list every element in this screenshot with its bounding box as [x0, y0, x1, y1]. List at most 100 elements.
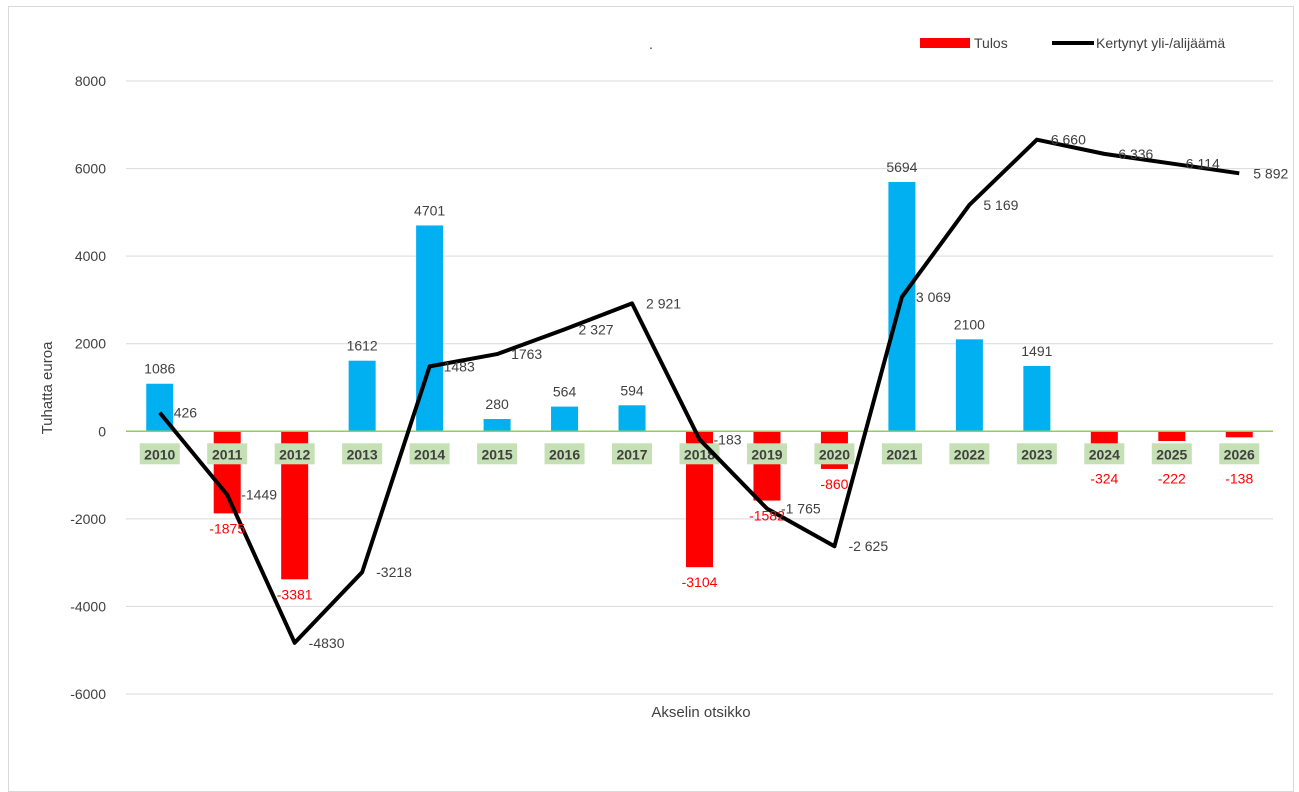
- line-value-label: 6 114: [1186, 156, 1220, 172]
- line-value-label: -3218: [376, 564, 412, 580]
- line-value-label: 2 327: [579, 321, 614, 337]
- x-axis-title: Akselin otsikko: [651, 704, 750, 721]
- y-tick-label: -4000: [70, 598, 106, 614]
- category-label-bg: [746, 443, 787, 465]
- line-value-label: 1763: [511, 346, 542, 362]
- line-value-label: 5 169: [983, 197, 1018, 213]
- category-label: 2013: [347, 446, 378, 462]
- category-labels: 2010 2011 2012 2013 2014 2015 2016 2017 2018 2019…: [139, 443, 1260, 465]
- bar-value-label: 564: [553, 384, 577, 400]
- bar-value-label: 594: [620, 382, 644, 398]
- bar-value-label: -1582: [749, 508, 785, 524]
- bar-value-label: -324: [1090, 470, 1118, 486]
- chart-frame: [8, 6, 1294, 792]
- category-label: 2010: [144, 446, 175, 462]
- bar-value-label: 1491: [1021, 343, 1052, 359]
- bar: [483, 419, 511, 432]
- category-label-bg: [342, 443, 383, 465]
- category-label: 2017: [616, 446, 647, 462]
- y-tick-label: 4000: [75, 248, 106, 264]
- line-value-label: 5 892: [1253, 165, 1288, 181]
- category-label-bg: [1219, 443, 1260, 465]
- category-label-bg: [814, 443, 855, 465]
- line-value-label: 3 069: [916, 289, 951, 305]
- bars-tulos: [146, 181, 1253, 580]
- bar-value-label: 2100: [954, 316, 985, 332]
- bar-value-label: -1875: [209, 520, 245, 536]
- bar-value-label: 1612: [347, 338, 378, 354]
- bar-value-label: 4701: [414, 202, 445, 218]
- bar: [1225, 431, 1253, 438]
- category-label-bg: [139, 443, 180, 465]
- bar-value-label: -3104: [682, 574, 718, 590]
- category-label: 2022: [954, 446, 985, 462]
- category-label-bg: [477, 443, 518, 465]
- line-value-label: 6 660: [1051, 132, 1086, 148]
- bar-value-label: 280: [485, 396, 509, 412]
- y-tick-label: 6000: [75, 161, 106, 177]
- category-label: 2020: [819, 446, 850, 462]
- category-label: 2015: [482, 446, 513, 462]
- category-label-bg: [544, 443, 585, 465]
- category-label: 2021: [886, 446, 917, 462]
- category-label: 2026: [1224, 446, 1255, 462]
- legend-label-kertynyt: Kertynyt yli-/alijäämä: [1096, 35, 1225, 51]
- category-label: 2012: [279, 446, 310, 462]
- y-tick-label: -2000: [70, 511, 106, 527]
- chart-title: .: [649, 36, 653, 52]
- category-label: 2025: [1156, 446, 1187, 462]
- legend-label-tulos: Tulos: [974, 35, 1008, 51]
- line-value-label: 2 921: [646, 295, 681, 311]
- line-value-label: -1 765: [781, 501, 821, 517]
- bar: [618, 405, 646, 432]
- category-label-bg: [1151, 443, 1192, 465]
- line-kertynyt: [158, 137, 1240, 645]
- bar: [1158, 431, 1186, 442]
- y-tick-label: -6000: [70, 686, 106, 702]
- bar-value-label: -138: [1225, 470, 1253, 486]
- category-label-bg: [207, 443, 248, 465]
- bar-value-label: 5694: [886, 159, 917, 175]
- category-label-bg: [881, 443, 922, 465]
- category-label: 2016: [549, 446, 580, 462]
- category-label-bg: [274, 443, 315, 465]
- category-label: 2019: [751, 446, 782, 462]
- legend: Tulos Kertynyt yli-/alijäämä: [920, 35, 1225, 51]
- category-label-bg: [1084, 443, 1125, 465]
- category-label: 2014: [414, 446, 445, 462]
- line-value-label: 1483: [444, 358, 475, 374]
- bar-value-labels: 1086 -1875 -3381 1612 4701 280 564 594 -3104 -158…: [144, 159, 1253, 602]
- bar: [551, 406, 579, 432]
- line-value-label: 426: [174, 405, 198, 421]
- line-value-label: -4830: [309, 635, 345, 651]
- bar-value-label: 1086: [144, 361, 175, 377]
- bar: [888, 181, 916, 432]
- series-line: [158, 137, 1240, 645]
- bar: [955, 339, 983, 432]
- bar-value-label: -3381: [277, 586, 313, 602]
- line-value-labels: 426 -1449 -4830 -3218 1483 1763 2 327 2 921 -183…: [174, 132, 1289, 651]
- y-tick-label: 8000: [75, 73, 106, 89]
- category-label: 2023: [1021, 446, 1052, 462]
- bar: [1090, 431, 1118, 446]
- legend-swatch-tulos: [920, 38, 970, 48]
- bar: [348, 360, 376, 432]
- line-value-label: 6 336: [1118, 146, 1153, 162]
- category-label-bg: [409, 443, 450, 465]
- bar: [753, 431, 781, 501]
- line-value-label: -2 625: [848, 538, 888, 554]
- category-label-bg: [612, 443, 653, 465]
- bar: [1023, 366, 1051, 432]
- bar-value-label: -222: [1158, 470, 1186, 486]
- y-axis-ticks: 8000 6000 4000 2000 0 -2000 -4000 -6000: [70, 73, 106, 702]
- y-tick-label: 0: [98, 423, 106, 439]
- y-tick-label: 2000: [75, 336, 106, 352]
- line-value-label: -1449: [241, 487, 277, 503]
- y-axis-title: Tuhatta euroa: [39, 341, 56, 434]
- category-label: 2011: [212, 446, 243, 462]
- category-label-bg: [949, 443, 990, 465]
- line-value-label: -183: [714, 431, 742, 447]
- bar-value-label: -860: [820, 476, 848, 492]
- category-label: 2024: [1089, 446, 1120, 462]
